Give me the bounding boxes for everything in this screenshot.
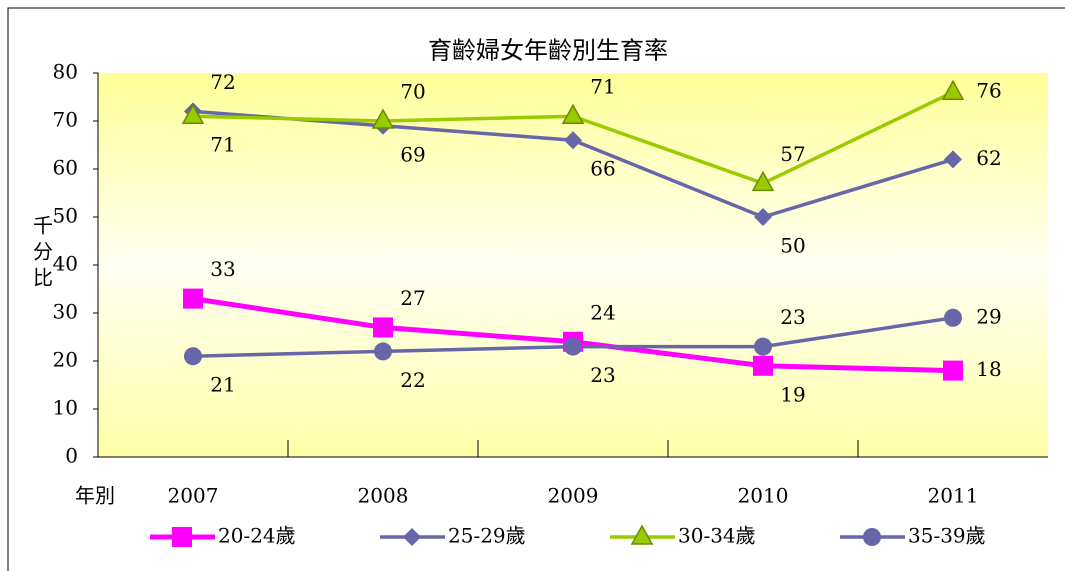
- data-point: [561, 103, 585, 124]
- legend-marker: [630, 524, 654, 545]
- data-label: 27: [400, 286, 425, 310]
- data-point: [754, 208, 772, 226]
- data-point: [754, 337, 772, 356]
- data-label: 69: [400, 142, 425, 166]
- legend-label: 30-34歲: [678, 524, 756, 548]
- data-point: [374, 342, 392, 361]
- data-label: 70: [400, 80, 425, 104]
- y-axis-label: 千分比: [30, 215, 54, 293]
- data-point: [943, 360, 963, 381]
- plot-area: [98, 73, 1048, 457]
- x-tick-label: 2010: [738, 484, 789, 508]
- y-tick-label: 30: [53, 300, 78, 324]
- data-label: 76: [976, 79, 1001, 103]
- y-tick-label: 50: [53, 204, 78, 228]
- data-label: 21: [210, 373, 235, 397]
- data-point: [564, 131, 582, 150]
- data-point: [564, 337, 582, 356]
- y-tick-label: 60: [53, 156, 78, 180]
- data-point: [183, 288, 203, 309]
- data-label: 23: [590, 363, 615, 387]
- legend-marker: [403, 528, 421, 546]
- y-tick-label: 0: [65, 444, 78, 468]
- data-label: 50: [780, 234, 805, 258]
- data-point: [753, 355, 773, 376]
- data-label: 19: [780, 382, 805, 406]
- data-label: 22: [400, 368, 425, 392]
- data-point: [751, 170, 775, 192]
- y-tick-label: 40: [53, 252, 78, 276]
- data-point: [944, 150, 962, 169]
- data-label: 66: [590, 157, 615, 181]
- legend-label: 20-24歲: [218, 524, 296, 548]
- y-tick-label: 70: [53, 108, 78, 132]
- data-point: [944, 308, 962, 327]
- legend-label: 35-39歲: [908, 524, 986, 548]
- data-label: 18: [976, 357, 1001, 381]
- data-label: 71: [210, 133, 235, 157]
- x-tick-label: 2007: [168, 484, 219, 508]
- data-label: 62: [976, 146, 1001, 170]
- x-tick-label: 2011: [928, 484, 979, 508]
- data-point: [371, 108, 395, 129]
- y-tick-label: 80: [53, 60, 78, 84]
- data-point: [184, 347, 202, 366]
- chart-border: [7, 7, 1065, 571]
- x-tick-label: 2008: [358, 484, 409, 508]
- y-tick-label: 20: [53, 348, 78, 372]
- y-tick-label: 10: [53, 396, 78, 420]
- data-label: 33: [210, 257, 235, 281]
- data-label: 57: [780, 142, 805, 166]
- chart-title: 育齡婦女年齡別生育率: [428, 37, 668, 65]
- data-label: 29: [976, 304, 1001, 328]
- data-label: 72: [210, 70, 235, 94]
- x-axis-label: 年別: [75, 484, 115, 508]
- legend-marker: [863, 528, 881, 546]
- data-point: [373, 317, 393, 338]
- data-point: [181, 103, 205, 124]
- data-point: [941, 79, 965, 100]
- data-label: 71: [590, 75, 615, 99]
- legend-marker: [172, 527, 192, 547]
- data-label: 23: [780, 305, 805, 329]
- data-label: 24: [590, 300, 615, 324]
- x-tick-label: 2009: [548, 484, 599, 508]
- legend-label: 25-29歲: [448, 524, 526, 548]
